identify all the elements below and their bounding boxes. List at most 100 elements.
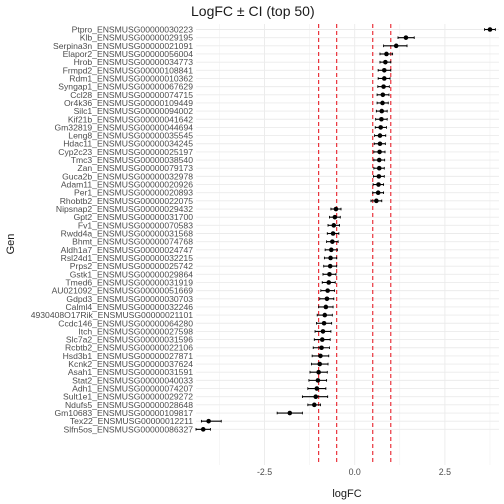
y-tick-label: Kcnk2_ENSMUSG00000037624 bbox=[68, 359, 193, 369]
data-point bbox=[319, 337, 325, 342]
y-tick-label: Itch_ENSMUSG00000027598 bbox=[78, 326, 193, 336]
x-tick-label: -2.5 bbox=[257, 467, 272, 477]
data-point bbox=[328, 247, 334, 253]
x-tick-label: 0.0 bbox=[349, 467, 361, 477]
y-tick-label: Hrob_ENSMUSG00000034773 bbox=[74, 57, 194, 67]
y-tick-label: Asah1_ENSMUSG00000031591 bbox=[68, 367, 193, 377]
data-point bbox=[328, 255, 333, 261]
data-point bbox=[376, 165, 382, 171]
y-tick-label: Kif21b_ENSMUSG00000041642 bbox=[68, 114, 193, 124]
data-point bbox=[381, 76, 387, 81]
data-point bbox=[384, 51, 389, 57]
data-point bbox=[320, 329, 326, 334]
data-point bbox=[380, 100, 385, 106]
data-point bbox=[332, 214, 338, 220]
data-point bbox=[379, 116, 384, 122]
y-tick-label: Prps2_ENSMUSG00000025742 bbox=[70, 261, 193, 271]
data-marks bbox=[195, 27, 496, 432]
data-point bbox=[330, 239, 335, 244]
data-point bbox=[376, 174, 382, 179]
data-point bbox=[324, 296, 330, 302]
data-point bbox=[330, 231, 336, 236]
data-point bbox=[374, 198, 379, 204]
plot-area bbox=[195, 24, 499, 465]
y-tick-label: Sult1e1_ENSMUSG00000029272 bbox=[63, 392, 193, 402]
y-tick-label: Zan_ENSMUSG00000079173 bbox=[77, 163, 193, 173]
y-axis-title: Gen bbox=[5, 234, 17, 255]
y-tick-label: Rcbtb2_ENSMUSG00000022106 bbox=[65, 343, 193, 353]
y-tick-label: Klb_ENSMUSG00000029195 bbox=[80, 33, 193, 43]
data-point bbox=[206, 418, 211, 424]
y-tick-label: Hdac11_ENSMUSG00000034245 bbox=[63, 139, 193, 149]
reference-lines bbox=[318, 24, 392, 465]
y-tick-label: Or4k36_ENSMUSG00000109449 bbox=[64, 98, 193, 108]
data-point bbox=[322, 312, 328, 318]
data-point bbox=[312, 402, 317, 408]
data-point bbox=[318, 353, 323, 359]
data-point bbox=[327, 263, 333, 269]
x-tick-labels: -2.5 0.0 2.5 bbox=[257, 467, 451, 477]
data-point bbox=[381, 84, 386, 89]
y-tick-label: Rsl24d1_ENSMUSG00000032215 bbox=[61, 253, 194, 263]
data-point bbox=[327, 272, 332, 277]
grid-lines bbox=[196, 24, 499, 465]
data-point bbox=[287, 410, 293, 416]
data-point bbox=[383, 59, 388, 65]
y-tick-label: Rdm1_ENSMUSG00000010362 bbox=[69, 73, 193, 83]
y-tick-label: Calml4_ENSMUSG00000032246 bbox=[65, 302, 193, 312]
y-tick-label: Adh1_ENSMUSG00000074207 bbox=[72, 384, 193, 394]
y-tick-label: Gpt2_ENSMUSG00000031700 bbox=[74, 212, 194, 222]
y-tick-labels: Ptpro_ENSMUSG00000030223Klb_ENSMUSG00000… bbox=[31, 25, 194, 435]
x-tick-label: 2.5 bbox=[439, 467, 451, 477]
data-point bbox=[376, 157, 382, 163]
y-tick-label: Tex22_ENSMUSG00000012211 bbox=[70, 416, 193, 426]
y-tick-label: Gstk1_ENSMUSG00000029864 bbox=[70, 269, 193, 279]
plot-panel bbox=[196, 24, 499, 465]
y-tick-label: Syngap1_ENSMUSG00000067629 bbox=[58, 82, 193, 92]
y-tick-label: AU021092_ENSMUSG00000051669 bbox=[52, 286, 194, 296]
data-point bbox=[325, 288, 330, 293]
data-point bbox=[377, 141, 383, 147]
x-axis-title: logFC bbox=[332, 488, 361, 500]
y-tick-label: Ptpro_ENSMUSG00000030223 bbox=[72, 25, 194, 35]
data-point bbox=[314, 386, 320, 391]
data-point bbox=[379, 108, 385, 114]
y-tick-label: Rwdd4a_ENSMUSG00000031568 bbox=[61, 229, 194, 239]
data-point bbox=[380, 92, 386, 98]
y-tick-label: Silc1_ENSMUSG00000094002 bbox=[74, 106, 194, 116]
y-tick-label: Ccdc146_ENSMUSG00000064280 bbox=[58, 318, 193, 328]
y-tick-label: Cyp2c23_ENSMUSG00000025197 bbox=[58, 147, 193, 157]
y-tick-label: Serpina3n_ENSMUSG00000021091 bbox=[53, 41, 193, 51]
data-point bbox=[326, 280, 332, 285]
y-tick-label: Gm32819_ENSMUSG00000044694 bbox=[54, 122, 193, 132]
y-tick-label: Tmed6_ENSMUSG00000031919 bbox=[65, 277, 193, 287]
data-point bbox=[333, 206, 339, 212]
y-tick-label: Tmc3_ENSMUSG00000038540 bbox=[71, 155, 194, 165]
data-point bbox=[381, 68, 387, 73]
data-point bbox=[321, 320, 327, 326]
chart-title: LogFC ± CI (top 50) bbox=[191, 3, 315, 19]
data-point bbox=[200, 427, 206, 432]
y-tick-label: Hsd3b1_ENSMUSG00000027871 bbox=[63, 351, 194, 361]
data-point bbox=[313, 394, 319, 400]
y-tick-label: Gm10683_ENSMUSG00000109817 bbox=[54, 408, 193, 418]
data-point bbox=[317, 361, 323, 367]
y-tick-label: Aldh1a7_ENSMUSG00000024747 bbox=[61, 245, 194, 255]
y-tick-label: Per1_ENSMUSG00000020893 bbox=[74, 188, 193, 198]
data-point bbox=[316, 369, 321, 375]
y-tick-label: Ndufs5_ENSMUSG00000028648 bbox=[65, 400, 193, 410]
data-point bbox=[487, 27, 493, 32]
data-point bbox=[375, 190, 381, 195]
y-tick-label: Slc7a2_ENSMUSG00000031596 bbox=[66, 335, 193, 345]
y-tick-label: Gdpd3_ENSMUSG00000030703 bbox=[66, 294, 193, 304]
y-tick-label: Stat2_ENSMUSG00000040033 bbox=[72, 375, 193, 385]
data-point bbox=[403, 35, 409, 40]
y-tick-label: Fv1_ENSMUSG00000070583 bbox=[78, 220, 193, 230]
data-point bbox=[377, 133, 383, 138]
y-tick-label: 4930408O17Rik_ENSMUSG00000021101 bbox=[31, 310, 193, 320]
data-point bbox=[331, 223, 337, 228]
y-tick-label: Slfn5os_ENSMUSG00000086327 bbox=[64, 424, 194, 434]
data-point bbox=[393, 43, 399, 49]
y-tick-label: Rhobtb2_ENSMUSG00000022075 bbox=[60, 196, 194, 206]
